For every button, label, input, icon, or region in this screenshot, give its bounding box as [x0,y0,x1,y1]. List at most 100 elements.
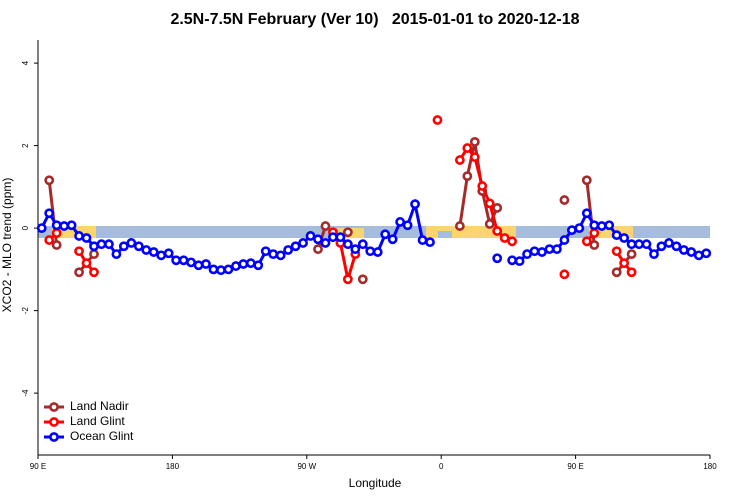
data-point [686,247,697,257]
data-point [230,261,241,271]
data-point [89,241,99,252]
data-point [626,239,637,250]
legend-label: Ocean Glint [70,429,134,443]
data-point [66,220,77,231]
data-point [492,202,503,213]
data-point [514,256,525,267]
data-point [313,244,323,255]
data-point [380,229,391,240]
data-point [81,233,92,243]
data-point [193,260,204,271]
data-point [507,255,518,266]
x-tick-label: 0 [439,462,444,471]
data-point [469,136,480,147]
data-point [701,248,712,259]
y-tick-label: 4 [21,60,30,65]
data-point [350,244,361,255]
data-point [581,236,592,247]
y-tick-label: 2 [21,143,30,148]
data-point [148,247,159,257]
data-point [484,219,495,229]
data-point [89,249,99,260]
x-tick-label: 90 W [297,462,316,471]
data-point [417,235,428,245]
data-point [544,244,555,255]
data-point [357,239,368,250]
data-point [171,255,182,266]
data-point [74,246,84,257]
data-point [559,195,570,205]
data-point [499,233,510,243]
data-point [260,246,271,257]
data-point [238,259,249,269]
data-point [201,259,211,269]
data-point [619,258,630,269]
data-point [410,199,420,210]
data-point [596,221,607,231]
data-point [51,240,62,250]
chart-title: 2.5N-7.5N February (Ver 10) 2015-01-01 t… [170,11,579,28]
data-point [51,228,62,238]
data-point [335,232,346,243]
data-point [462,143,473,153]
data-point [454,155,465,165]
data-point [395,217,406,227]
data-point [454,221,465,231]
data-point [559,235,570,245]
data-point [581,175,592,186]
data-point [51,220,62,231]
y-tick-label: -4 [21,389,30,397]
data-point [671,241,682,252]
data-point [432,115,443,125]
data-point [611,230,622,241]
data-point [649,249,659,260]
data-point [425,237,435,248]
data-point [81,258,92,269]
legend-marker [49,402,59,412]
data-point [507,236,518,247]
data-point [626,267,637,278]
data-point [357,274,368,285]
data-point [208,264,219,275]
data-point [559,269,570,280]
data-point [44,208,55,219]
data-point [656,241,667,252]
data-point [320,221,331,231]
data-point [342,274,353,285]
data-point [566,225,577,236]
data-point [223,264,234,275]
data-point [469,152,480,163]
data-point [484,198,495,209]
data-point [133,241,144,252]
data-point [574,223,585,234]
data-point [305,231,316,241]
data-point [678,245,689,255]
x-axis-label: Longitude [349,476,402,490]
data-point [268,249,279,260]
data-point [462,171,473,182]
ocean-band [438,231,452,238]
data-point [283,245,294,255]
data-point [44,175,55,186]
data-point [245,258,256,269]
data-point [641,239,652,250]
data-point [59,221,70,231]
data-point [253,260,264,271]
data-point [529,246,540,257]
data-point [634,239,644,250]
data-point [186,257,196,268]
data-point [96,239,107,250]
data-point [619,233,630,243]
legend-marker [49,417,59,427]
data-point [74,267,84,278]
data-point [611,246,622,257]
data-point [178,255,189,266]
x-tick-label: 180 [703,462,717,471]
data-point [589,240,600,250]
data-point [365,246,376,257]
data-point [664,238,674,248]
data-point [320,238,331,248]
data-point [342,227,353,238]
